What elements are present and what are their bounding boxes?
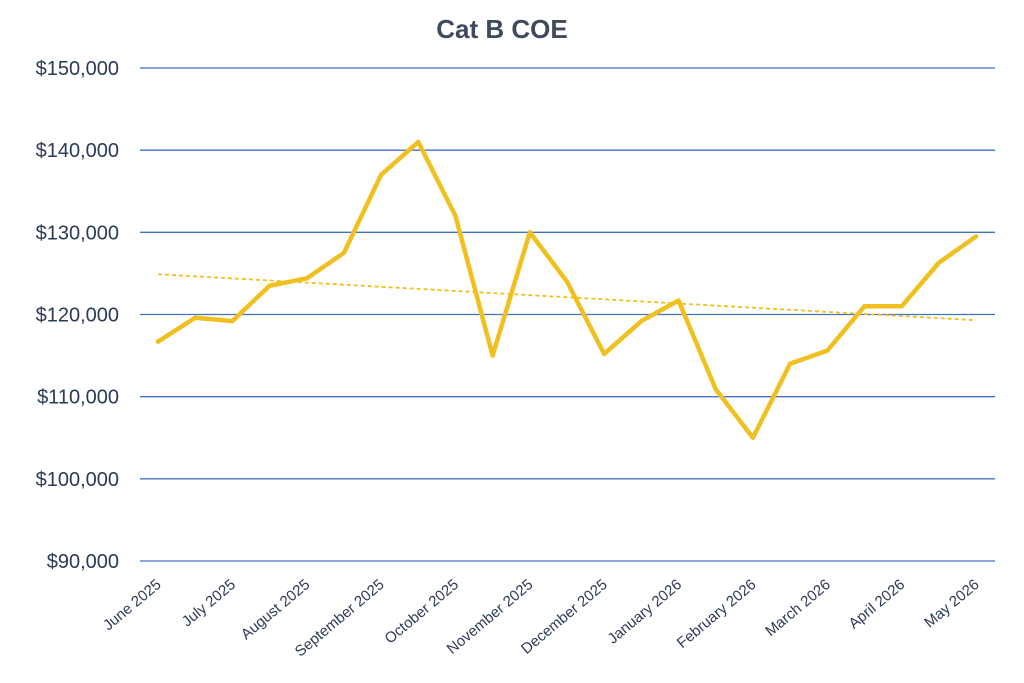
series-layer [155, 139, 979, 440]
x-tick-label: April 2026 [846, 576, 909, 632]
data-point [416, 139, 421, 145]
data-point [341, 250, 347, 256]
data-point [825, 348, 830, 353]
data-point [155, 339, 161, 344]
series-line [155, 139, 979, 440]
x-tick-label: March 2026 [762, 576, 834, 640]
data-point [787, 361, 793, 366]
x-tick-label: January 2026 [605, 576, 686, 647]
data-point [304, 276, 309, 281]
chart-title: Cat B COE [436, 14, 568, 44]
data-point [713, 387, 718, 392]
x-tick-label: June 2025 [100, 576, 165, 634]
data-point [230, 318, 235, 324]
data-point [750, 435, 756, 440]
data-point [676, 298, 681, 303]
y-tick-label: $90,000 [47, 551, 119, 573]
data-point [862, 304, 867, 309]
x-tick-label: May 2026 [921, 576, 982, 631]
data-point [490, 353, 495, 358]
x-tick-label: August 2025 [238, 576, 313, 643]
data-point [267, 283, 272, 288]
y-axis-ticks: $90,000 $100,000 $110,000 $120,000 $130,000 $… [36, 58, 119, 573]
data-point [601, 351, 607, 357]
y-tick-label: $130,000 [36, 222, 119, 244]
x-tick-label: October 2025 [381, 576, 462, 647]
data-point [639, 318, 644, 324]
y-tick-label: $140,000 [36, 140, 119, 162]
x-tick-label: July 2025 [179, 576, 239, 630]
data-point [973, 234, 979, 239]
data-point [527, 230, 533, 235]
y-tick-label: $100,000 [36, 469, 119, 491]
data-point [899, 304, 904, 309]
data-point [564, 279, 570, 284]
data-point [192, 315, 198, 320]
data-point [453, 213, 458, 219]
y-tick-label: $120,000 [36, 305, 119, 327]
data-point [378, 172, 384, 178]
data-point [936, 260, 942, 265]
y-tick-label: $150,000 [36, 58, 119, 80]
y-tick-label: $110,000 [37, 387, 119, 409]
x-tick-label: February 2026 [674, 576, 760, 652]
grid-lines [140, 67, 995, 562]
